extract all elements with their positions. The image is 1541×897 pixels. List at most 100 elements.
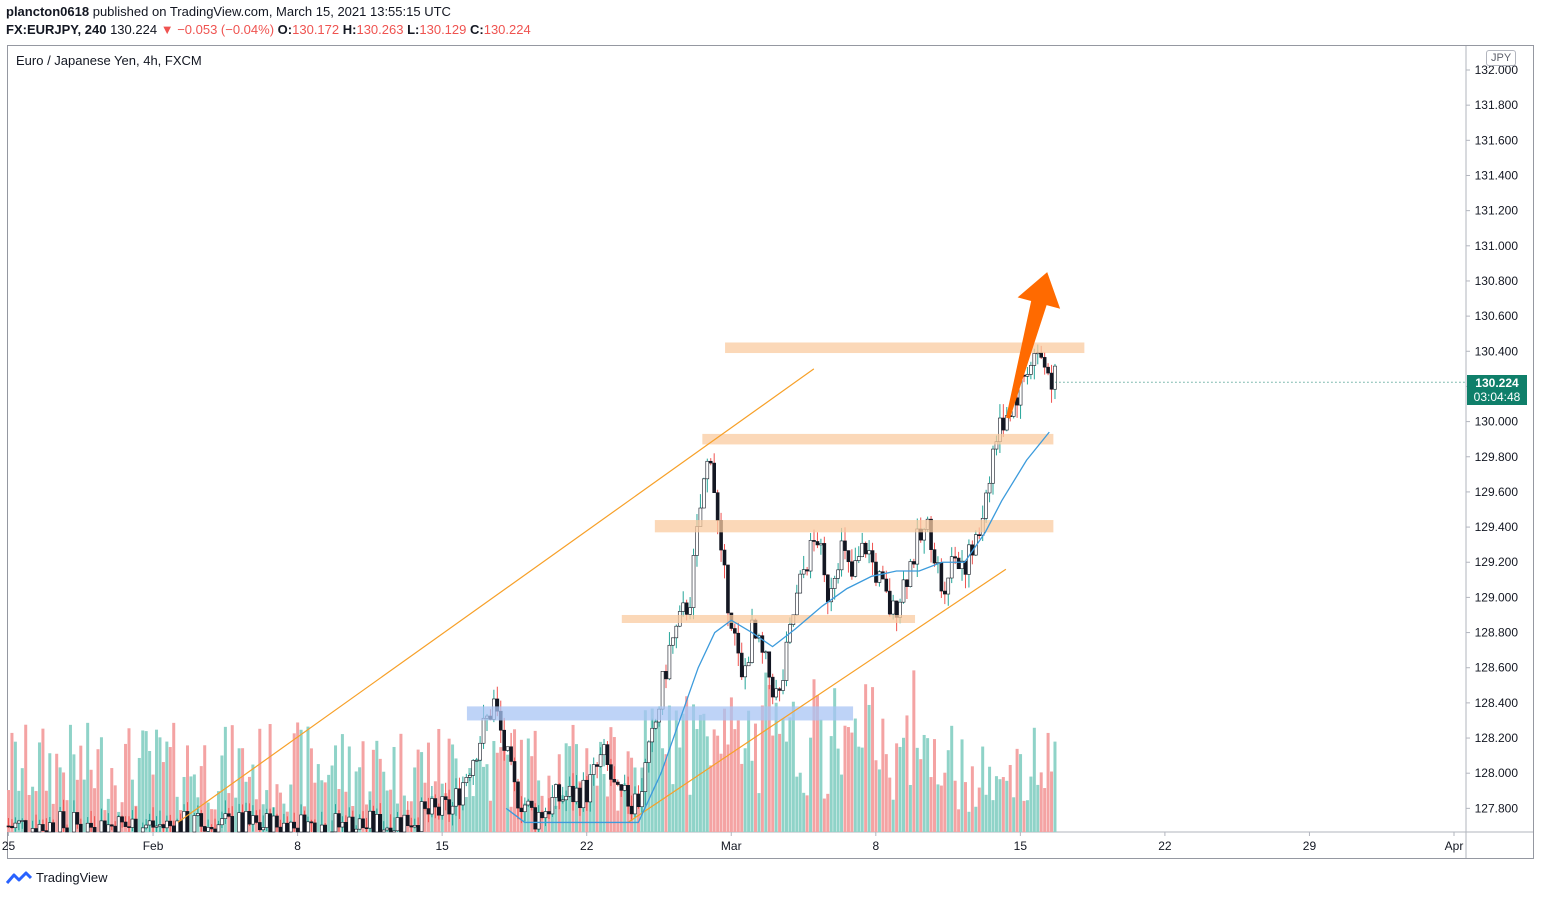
volume-bar	[13, 741, 17, 832]
candle-body	[953, 556, 957, 559]
volume-bar	[420, 752, 424, 832]
candle-body	[764, 651, 768, 654]
author-name[interactable]: plancton0618	[6, 4, 90, 19]
volume-bar	[667, 705, 671, 832]
candle-body	[502, 729, 506, 751]
volume-bar	[7, 790, 10, 832]
volume-bar	[413, 767, 417, 832]
high-label: H:	[342, 22, 357, 37]
candle-body	[557, 784, 562, 802]
resistance-zone	[702, 433, 1054, 445]
candle-body	[839, 540, 844, 571]
candle-body	[251, 815, 255, 825]
candle-body	[939, 562, 944, 592]
candle-body	[237, 812, 241, 833]
volume-bar	[712, 729, 716, 832]
candle-body	[1053, 365, 1057, 390]
volume-bar	[967, 811, 971, 832]
volume-bar	[784, 741, 788, 832]
candle-body	[474, 759, 479, 762]
ohlc-line: FX:EURJPY, 240 130.224 ▼ −0.053 (−0.04%)…	[6, 22, 531, 37]
candle-body	[371, 810, 376, 833]
volume-bar	[705, 736, 709, 832]
candle-body	[605, 744, 610, 765]
volume-bar	[960, 739, 964, 832]
volume-bar	[278, 792, 282, 832]
volume-bar	[874, 760, 878, 832]
candle-body	[99, 820, 104, 833]
candle-body	[1025, 374, 1030, 377]
candle-body	[430, 798, 434, 815]
volume-bar	[829, 736, 833, 832]
chart-frame[interactable]	[7, 45, 1534, 859]
volume-bar	[1025, 800, 1029, 832]
candle-body	[640, 791, 644, 808]
candle-body	[385, 827, 389, 831]
volume-bar	[506, 754, 510, 832]
candle-body	[526, 800, 531, 806]
volume-bar	[692, 704, 696, 832]
volume-bar	[726, 744, 730, 832]
volume-bar	[530, 756, 534, 832]
volume-bar	[953, 780, 957, 832]
volume-bar	[895, 743, 899, 832]
volume-bar	[389, 789, 393, 832]
volume-bar	[554, 805, 558, 832]
volume-bar	[774, 702, 778, 832]
volume-bar	[616, 810, 620, 832]
candle-body	[1032, 353, 1037, 366]
volume-bar	[375, 740, 379, 832]
volume-bar	[888, 777, 892, 832]
volume-bar	[760, 705, 764, 832]
candle-body	[1049, 372, 1054, 390]
candle-body	[130, 818, 135, 828]
y-tick-label: 131.600	[1475, 133, 1519, 147]
candle-body	[192, 815, 197, 833]
candle-body	[629, 805, 634, 815]
candle-body	[987, 482, 992, 494]
volume-bar	[650, 708, 654, 832]
volume-bar	[781, 718, 785, 832]
volume-bar	[767, 684, 771, 832]
x-tick-label: 22	[580, 839, 594, 853]
volume-bar	[664, 754, 668, 832]
volume-bar	[946, 750, 950, 832]
candle-body	[750, 619, 754, 663]
candle-body	[412, 825, 417, 828]
candle-body	[843, 540, 847, 551]
volume-bar	[836, 748, 840, 832]
volume-bar	[158, 737, 162, 832]
volume-bar	[905, 715, 909, 832]
candle-body	[6, 825, 11, 828]
volume-bar	[402, 795, 406, 832]
volume-bar	[970, 766, 974, 832]
candle-body	[134, 818, 138, 833]
volume-bar	[478, 757, 482, 832]
candle-body	[17, 820, 21, 824]
candle-body	[319, 824, 324, 833]
volume-bar	[426, 742, 430, 832]
volume-bar	[833, 688, 837, 832]
volume-bar	[581, 797, 585, 832]
volume-bar	[871, 687, 875, 832]
candle-body	[894, 600, 899, 618]
volume-bar	[533, 730, 537, 832]
volume-bar	[936, 784, 940, 832]
candle-body	[770, 676, 775, 698]
candle-body	[48, 822, 52, 833]
candle-body	[874, 561, 878, 583]
candle-body	[516, 781, 520, 809]
volume-bar	[130, 779, 134, 832]
x-tick-label: 8	[872, 839, 879, 853]
candle-body	[426, 808, 431, 815]
y-tick-label: 129.800	[1475, 450, 1519, 464]
candle-body	[388, 827, 393, 833]
tradingview-logo[interactable]: TradingView	[6, 870, 108, 885]
candle-body	[161, 824, 166, 829]
candle-body	[34, 828, 38, 833]
candle-body	[457, 788, 462, 806]
currency-badge[interactable]: JPY	[1486, 50, 1517, 66]
candle-body	[216, 824, 221, 833]
x-tick-label: 8	[294, 839, 301, 853]
